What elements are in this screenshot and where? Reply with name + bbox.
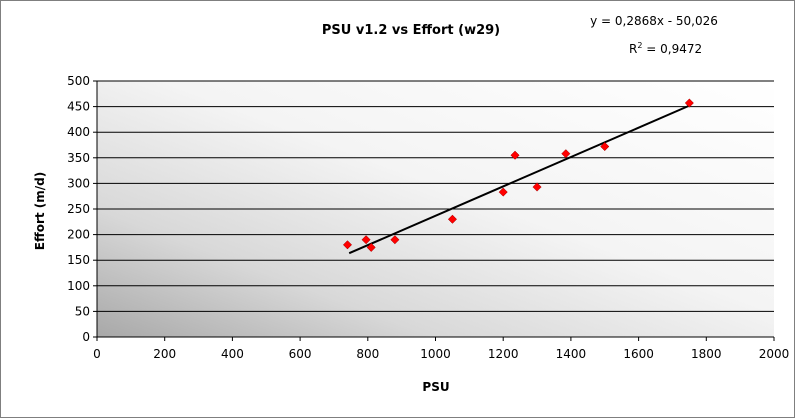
x-tick-label: 400 (221, 347, 244, 361)
x-tick-label: 0 (93, 347, 101, 361)
x-tick-labels: 0 200 400 600 800 1000 1200 1400 1600 1800 2000 (93, 347, 789, 361)
chart-title: PSU v1.2 vs Effort (w29) (322, 23, 500, 38)
trendline-equation: y = 0,2868x - 50,026 (590, 14, 718, 28)
x-tick-label: 800 (356, 347, 379, 361)
y-axis-title: Effort (m/d) (33, 172, 47, 250)
y-tick-label: 450 (67, 100, 90, 114)
x-tick-label: 1600 (623, 347, 654, 361)
x-tick-label: 600 (289, 347, 312, 361)
y-tick-label: 400 (67, 125, 90, 139)
y-tick-labels: 0 50 100 150 200 250 300 350 400 450 500 (67, 74, 90, 344)
y-tick-label: 300 (67, 176, 90, 190)
y-tick-label: 200 (67, 228, 90, 242)
x-tick-label: 1200 (488, 347, 519, 361)
x-tick-label: 200 (153, 347, 176, 361)
x-axis-title: PSU (422, 380, 449, 394)
x-tick-label: 1800 (691, 347, 722, 361)
r-squared-label: R2 = 0,9472 (629, 41, 702, 56)
y-tick-label: 0 (82, 330, 90, 344)
y-tick-label: 500 (67, 74, 90, 88)
y-tick-label: 50 (75, 304, 90, 318)
x-tick-label: 2000 (759, 347, 790, 361)
y-tick-label: 150 (67, 253, 90, 267)
y-tick-label: 350 (67, 151, 90, 165)
y-tick-label: 250 (67, 202, 90, 216)
x-tick-label: 1400 (556, 347, 587, 361)
y-tick-label: 100 (67, 279, 90, 293)
x-tick-label: 1000 (420, 347, 451, 361)
